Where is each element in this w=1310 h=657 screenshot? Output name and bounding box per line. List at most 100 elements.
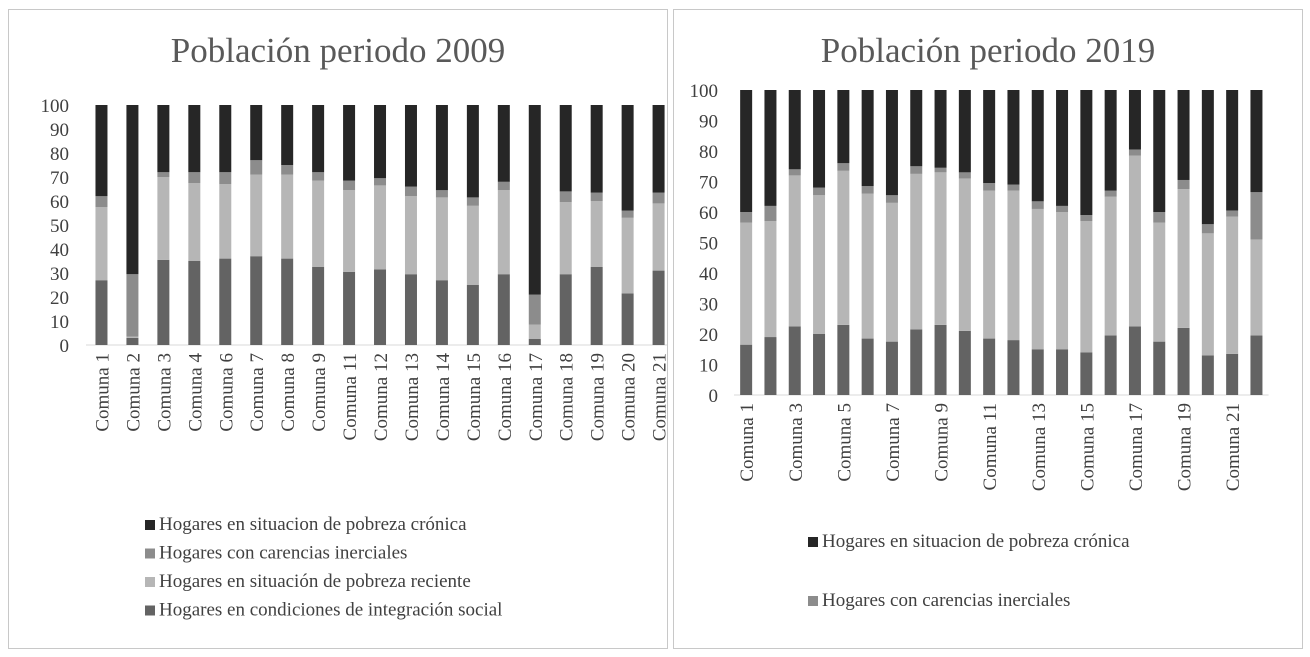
bar-segment-3 [281, 165, 294, 175]
bar-segment-2 [1104, 196, 1117, 336]
x-tick-label: Comuna 13 [1029, 403, 1050, 491]
bar-segment-3 [837, 163, 850, 171]
y-tick-label: 100 [690, 81, 719, 102]
legend-label: Hogares con carencias inerciales [822, 590, 1070, 611]
bar-segment-3 [1226, 210, 1239, 217]
y-tick-label: 20 [699, 325, 718, 346]
y-tick-label: 60 [50, 192, 69, 213]
y-tick-label: 70 [50, 168, 69, 189]
bar-segment-4 [1104, 90, 1117, 191]
bar-segment-2 [958, 178, 971, 331]
bar-segment-3 [1153, 212, 1166, 223]
x-tick-label: Comuna 21 [650, 353, 667, 441]
chart-title-2019: Población periodo 2019 [821, 31, 1155, 70]
bar-segment-3 [1031, 201, 1044, 209]
bar-segment-1 [885, 341, 898, 395]
bar-segment-3 [764, 205, 777, 222]
bar-segment-1 [374, 269, 387, 345]
bar-segment-4 [1056, 90, 1069, 206]
bar-segment-2 [1080, 221, 1093, 353]
x-tick-label: Comuna 8 [278, 353, 299, 432]
bar-segment-2 [250, 174, 263, 257]
bar-segment-2 [621, 217, 634, 294]
bar-segment-3 [1056, 205, 1069, 212]
bar-segment-1 [958, 330, 971, 395]
y-tick-label: 40 [50, 240, 69, 261]
y-tick-label: 70 [699, 173, 718, 194]
bar-segment-4 [95, 105, 108, 197]
bar-segment-1 [1080, 352, 1093, 395]
chart-2019: Población periodo 2019 0 10 20 30 40 50 60 70 80… [690, 31, 1269, 611]
bar-segment-2 [1226, 216, 1239, 354]
bar-segment-3 [983, 183, 996, 191]
bar-segment-1 [934, 324, 947, 395]
bar-segment-3 [126, 274, 139, 337]
bar-segment-2 [983, 190, 996, 339]
bar-segment-3 [934, 167, 947, 173]
bar-segment-2 [740, 222, 753, 345]
y-tick-label: 50 [50, 216, 69, 237]
bar-segment-2 [1031, 208, 1044, 350]
y-tick-label: 50 [699, 234, 718, 255]
bar-segment-3 [435, 190, 448, 198]
x-tick-label: Comuna 17 [1126, 403, 1147, 491]
bar-segment-2 [813, 195, 826, 334]
bar-segment-4 [621, 105, 634, 211]
x-tick-label: Comuna 7 [247, 353, 268, 432]
bar-segment-4 [590, 105, 603, 193]
bar-segment-2 [1153, 222, 1166, 342]
bar-segment-4 [740, 90, 753, 212]
x-tick-label: Comuna 13 [402, 353, 423, 441]
y-tick-label: 40 [699, 264, 718, 285]
bar-segment-3 [219, 172, 232, 185]
x-tick-label: Comuna 2 [123, 353, 144, 432]
bar-segment-3 [466, 197, 479, 206]
bar-segment-4 [885, 90, 898, 196]
y-tick-label: 10 [50, 312, 69, 333]
bar-segment-1 [983, 338, 996, 395]
bar-segment-1 [621, 293, 634, 345]
bar-segment-2 [126, 336, 139, 338]
bar-segment-1 [910, 329, 923, 395]
bar-segment-1 [590, 267, 603, 345]
y-tick-label: 10 [699, 356, 718, 377]
y-tick-label: 100 [41, 96, 70, 117]
legend-swatch [145, 577, 155, 587]
y-tick-label: 80 [50, 144, 69, 165]
bar-segment-1 [343, 271, 356, 345]
bar-segment-1 [312, 267, 325, 345]
bar-segment-1 [157, 259, 170, 345]
bar-segment-3 [740, 212, 753, 223]
x-tick-label: Comuna 3 [786, 403, 807, 482]
x-tick-label: Comuna 12 [371, 353, 392, 441]
bar-segment-2 [910, 173, 923, 330]
legend-swatch [145, 548, 155, 559]
bar-segment-1 [466, 285, 479, 345]
bar-segment-4 [528, 105, 541, 295]
legend-label: Hogares en situacion de pobreza crónica [159, 514, 467, 535]
y-tick-label: 60 [699, 203, 718, 224]
bar-segment-3 [813, 187, 826, 196]
bar-segment-2 [1007, 190, 1020, 341]
x-tick-label: Comuna 21 [1223, 403, 1244, 491]
x-tick-label: Comuna 16 [495, 353, 516, 441]
bar-segment-3 [958, 172, 971, 179]
x-tick-label: Comuna 18 [557, 353, 578, 441]
bar-segment-1 [559, 274, 572, 345]
y-tick-label: 30 [50, 264, 69, 285]
bar-segment-1 [404, 274, 417, 345]
x-tick-label: Comuna 9 [309, 353, 330, 432]
bar-segment-4 [934, 90, 947, 168]
legend-swatch [145, 520, 155, 530]
bar-segment-4 [1250, 90, 1263, 193]
bar-segment-1 [1031, 349, 1044, 395]
x-tick-label: Comuna 11 [340, 353, 361, 440]
bar-segment-1 [250, 256, 263, 345]
legend-label: Hogares con carencias inerciales [159, 543, 407, 564]
bar-segment-4 [1080, 90, 1093, 216]
bar-segment-1 [1250, 335, 1263, 395]
bar-segment-4 [764, 90, 777, 206]
bar-segment-4 [374, 105, 387, 179]
bar-segment-4 [813, 90, 826, 188]
y-tick-label: 90 [50, 120, 69, 141]
